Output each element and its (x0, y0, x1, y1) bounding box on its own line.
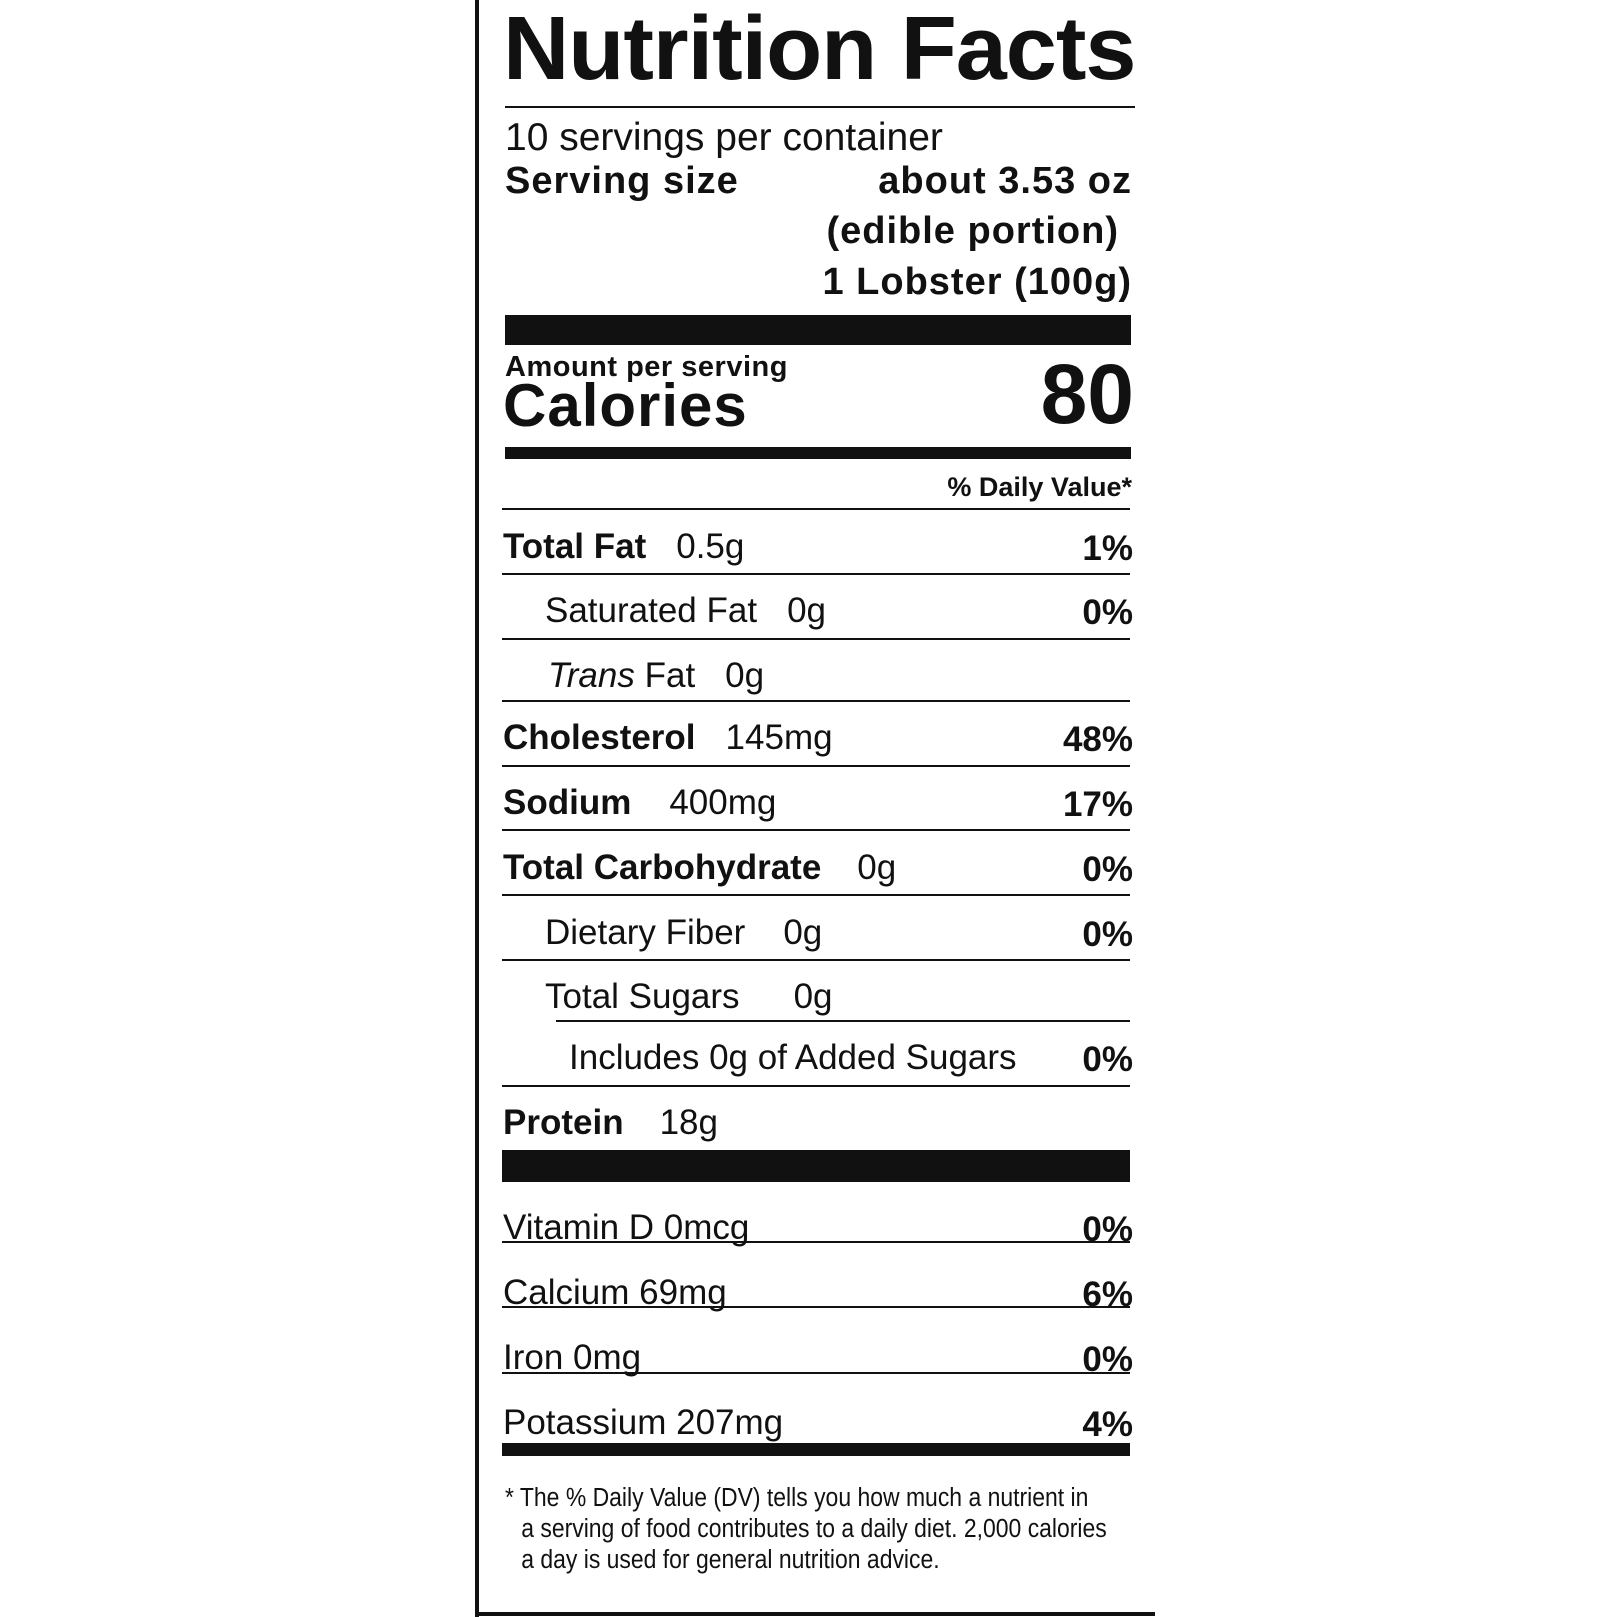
vitamin-dv: 0% (1082, 1340, 1133, 1379)
calories-label: Calories (503, 372, 748, 439)
footnote-line: * The % Daily Value (DV) tells you how m… (505, 1484, 1089, 1512)
nutrient-amount: 145mg (725, 718, 833, 757)
nutrient-amount: 0g (857, 848, 897, 887)
divider (502, 959, 1130, 961)
nutrient-name: Dietary Fiber (545, 913, 746, 952)
nutrient-name: Total Fat (503, 527, 647, 566)
thick-divider (505, 315, 1131, 345)
label-bottom-border (475, 1612, 1155, 1616)
footnote-line: a serving of food contributes to a daily… (521, 1515, 1107, 1543)
serving-size-edible: (edible portion) (826, 210, 1119, 252)
vitamin-label: Vitamin D 0mcg (503, 1208, 750, 1247)
nutrient-name: Sodium (503, 783, 632, 822)
medium-divider (502, 1443, 1130, 1456)
divider (502, 508, 1130, 510)
nutrient-row-added-sugars: Includes 0g of Added Sugars 0% (503, 1024, 1133, 1084)
divider (502, 894, 1130, 896)
nutrient-name: Includes 0g of Added Sugars (569, 1038, 1017, 1077)
divider (505, 106, 1135, 108)
amount-per-serving: Amount per serving (505, 351, 788, 383)
nutrient-row-trans-fat: Trans Fat 0g (503, 642, 1133, 702)
nutrient-row-sodium: Sodium 400mg 17% (503, 769, 1133, 829)
divider (502, 573, 1130, 575)
nutrient-row-cholesterol: Cholesterol 145mg 48% (503, 704, 1133, 764)
footnote: * The % Daily Value (DV) tells you how m… (505, 1483, 1107, 1576)
nutrient-name: Saturated Fat (545, 591, 758, 630)
nutrient-dv: 0% (1082, 1040, 1133, 1079)
divider (502, 829, 1130, 831)
divider (502, 1306, 1130, 1308)
nutrient-amount: 0g (787, 591, 827, 630)
nutrient-dv: 48% (1062, 720, 1133, 759)
nutrient-name-suffix: Fat (634, 656, 696, 695)
vitamin-label: Iron 0mg (503, 1338, 642, 1377)
nutrient-row-total-fat: Total Fat 0.5g 1% (503, 513, 1133, 573)
nutrient-dv: 0% (1082, 915, 1133, 954)
vitamin-dv: 0% (1082, 1210, 1133, 1249)
daily-value-header: % Daily Value* (947, 472, 1132, 502)
nutrient-row-protein: Protein 18g (503, 1089, 1133, 1149)
nutrient-dv: 1% (1082, 529, 1133, 568)
nutrient-amount: 0g (793, 977, 833, 1016)
divider (556, 1020, 1130, 1022)
vitamin-label: Potassium 207mg (503, 1403, 784, 1442)
nutrient-row-saturated-fat: Saturated Fat 0g 0% (503, 577, 1133, 637)
divider (502, 765, 1130, 767)
nutrient-name: Trans (548, 656, 635, 695)
footnote-line: a day is used for general nutrition advi… (521, 1546, 940, 1574)
vitamin-dv: 6% (1082, 1275, 1133, 1314)
nutrient-row-total-sugars: Total Sugars 0g (503, 963, 1133, 1023)
serving-size-value: about 3.53 oz (878, 160, 1132, 202)
label-left-border (475, 0, 479, 1617)
nutrient-amount: 400mg (669, 783, 777, 822)
nutrient-dv: 17% (1062, 785, 1133, 824)
divider (502, 1241, 1130, 1243)
label-title: Nutrition Facts (503, 0, 1136, 99)
vitamin-row-potassium: Potassium 207mg 4% (503, 1389, 1133, 1449)
divider (502, 638, 1130, 640)
calories-value: 80 (1040, 347, 1134, 441)
nutrient-row-total-carbohydrate: Total Carbohydrate 0g 0% (503, 834, 1133, 894)
nutrient-name: Protein (503, 1103, 624, 1142)
serving-size-grams: 1 Lobster (100g) (822, 261, 1132, 303)
vitamin-row-iron: Iron 0mg 0% (503, 1324, 1133, 1384)
thick-divider (502, 1150, 1130, 1182)
servings-per-container: 10 servings per container (505, 116, 943, 159)
serving-size-label: Serving size (505, 160, 739, 202)
nutrient-amount: 0g (783, 913, 823, 952)
divider (502, 1085, 1130, 1087)
vitamin-row-vitamin-d: Vitamin D 0mcg 0% (503, 1194, 1133, 1254)
medium-divider (505, 447, 1131, 459)
nutrient-name: Total Carbohydrate (503, 848, 822, 887)
nutrient-dv: 0% (1082, 850, 1133, 889)
divider (502, 700, 1130, 702)
vitamin-label: Calcium 69mg (503, 1273, 727, 1312)
nutrient-name: Cholesterol (503, 718, 696, 757)
divider (502, 1372, 1130, 1374)
vitamin-dv: 4% (1082, 1405, 1133, 1444)
vitamin-row-calcium: Calcium 69mg 6% (503, 1259, 1133, 1319)
nutrient-dv: 0% (1082, 593, 1133, 632)
nutrient-name: Total Sugars (545, 977, 740, 1016)
nutrient-amount: 18g (659, 1103, 718, 1142)
nutrient-amount: 0.5g (676, 527, 745, 566)
nutrient-row-dietary-fiber: Dietary Fiber 0g 0% (503, 899, 1133, 959)
nutrient-amount: 0g (725, 656, 765, 695)
